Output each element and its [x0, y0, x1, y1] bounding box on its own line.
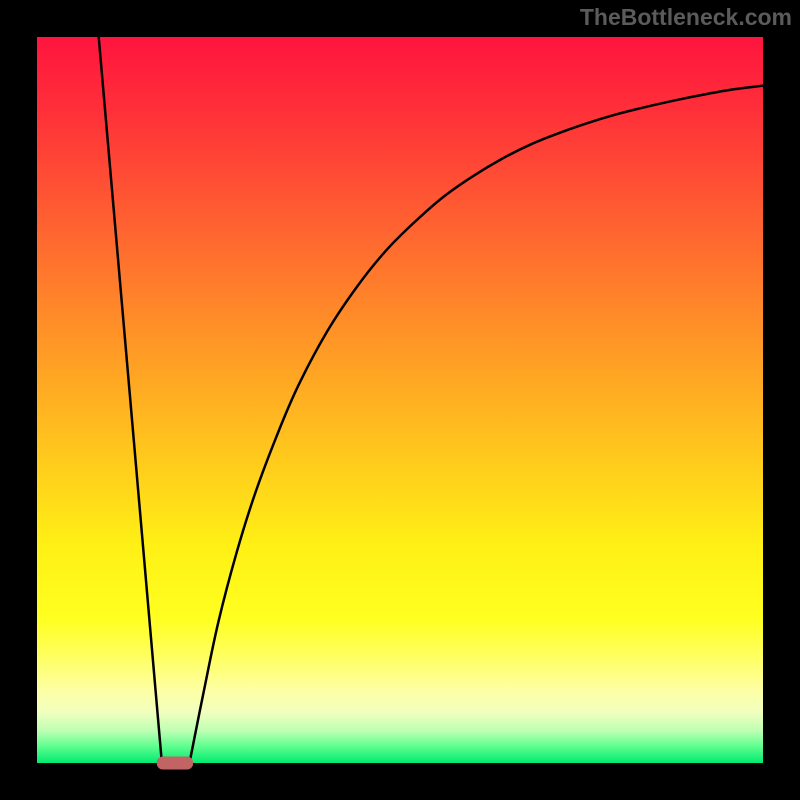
bottleneck-chart: [0, 0, 800, 800]
chart-plot-background: [37, 37, 763, 763]
chart-container: TheBottleneck.com: [0, 0, 800, 800]
watermark-text: TheBottleneck.com: [580, 4, 792, 31]
valley-marker: [157, 756, 193, 769]
